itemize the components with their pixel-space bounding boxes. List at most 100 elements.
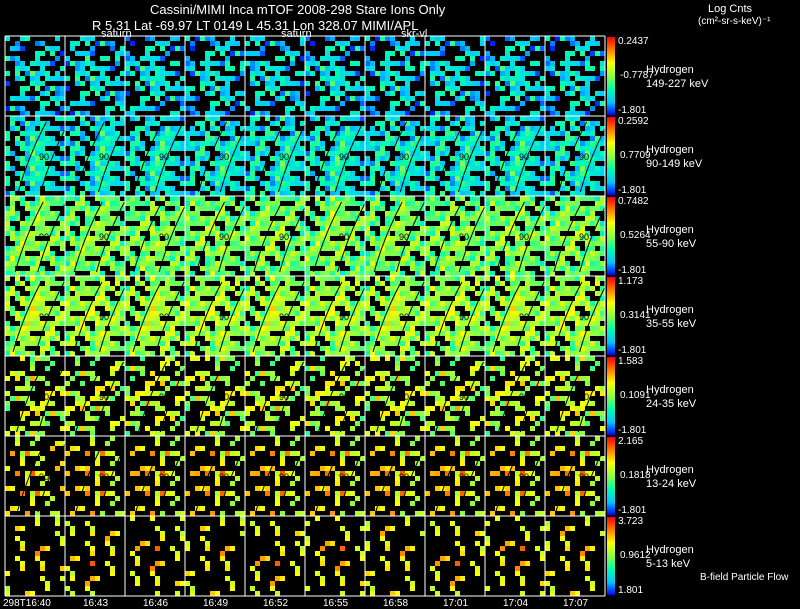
heatmap-cell [540,96,545,101]
heatmap-cell [85,326,90,331]
heatmap-cell [505,221,510,226]
heatmap-cell [415,216,420,221]
heatmap-cell [85,121,90,126]
heatmap-cell [65,191,70,196]
heatmap-cell [15,66,20,71]
heatmap-cell [145,286,150,291]
heatmap-cell [75,291,80,296]
heatmap-cell [455,141,460,146]
heatmap-cell [165,191,170,196]
heatmap-cell [250,116,255,121]
heatmap-cell [170,256,175,261]
heatmap-cell [95,301,100,306]
heatmap-cell [70,296,75,301]
heatmap-cell [325,336,330,341]
heatmap-cell [210,141,215,146]
heatmap-cell [470,256,475,261]
heatmap-cell [540,246,545,251]
heatmap-cell [300,296,305,301]
heatmap-cell [495,261,500,266]
heatmap-cell [285,121,290,126]
heatmap-cell [505,81,510,86]
heatmap-cell [305,181,310,186]
heatmap-cell [590,141,595,146]
heatmap-cell [75,261,80,266]
heatmap-cell [140,201,145,206]
heatmap-cell [500,161,505,166]
heatmap-cell [350,256,355,261]
heatmap-cell [430,126,435,131]
heatmap-cell [570,271,575,276]
heatmap-cell [10,326,15,331]
heatmap-cell [365,161,370,166]
heatmap-cell [345,211,350,216]
heatmap-cell [200,146,205,151]
heatmap-cell [195,331,200,336]
heatmap-cell [40,251,45,256]
heatmap-cell [275,291,280,296]
heatmap-cell [225,201,230,206]
heatmap-cell [415,281,420,286]
heatmap-cell [145,221,150,226]
heatmap-cell [250,271,255,276]
panel: 90 [65,116,127,196]
heatmap-cell [330,291,335,296]
heatmap-cell [315,66,320,71]
heatmap-cell [395,116,400,121]
heatmap-cell [510,231,515,236]
heatmap-cell [120,301,125,306]
heatmap-cell [495,216,500,221]
heatmap-cell [85,226,90,231]
heatmap-cell [495,231,500,236]
heatmap-cell [145,321,150,326]
heatmap-cell [20,346,25,351]
heatmap-cell [445,186,450,191]
heatmap-cell [255,66,260,71]
heatmap-cell [400,306,405,311]
heatmap-cell [275,56,280,61]
heatmap-cell [575,126,580,131]
heatmap-cell [310,146,315,151]
heatmap-cell [135,276,140,281]
heatmap-cell [555,226,560,231]
heatmap-cell [215,231,220,236]
heatmap-cell [450,241,455,246]
heatmap-cell [480,161,485,166]
heatmap-cell [235,216,240,221]
heatmap-cell [525,261,530,266]
heatmap-cell [260,336,265,341]
heatmap-cell [580,171,585,176]
heatmap-cell [225,101,230,106]
heatmap-cell [225,271,230,276]
heatmap-cell [395,221,400,226]
heatmap-cell [215,201,220,206]
field-line [133,121,163,193]
heatmap-cell [510,81,515,86]
heatmap-cell [150,271,155,276]
heatmap-cell [415,181,420,186]
heatmap-cell [200,221,205,226]
heatmap-cell [545,61,550,66]
heatmap-cell [80,191,85,196]
heatmap-cell [595,166,600,171]
heatmap-cell [500,86,505,91]
heatmap-cell [335,166,340,171]
heatmap-cell [90,221,95,226]
heatmap-cell [365,286,370,291]
panel: 90 [5,196,67,276]
heatmap-cell [565,76,570,81]
heatmap-cell [480,101,485,106]
heatmap-cell [230,261,235,266]
heatmap-cell [245,306,250,311]
heatmap-cell [265,226,270,231]
heatmap-cell [390,276,395,281]
heatmap-cell [600,231,605,236]
heatmap-cell [325,331,330,336]
heatmap-cell [440,286,445,291]
heatmap-cell [290,351,295,356]
heatmap-cell [25,151,30,156]
heatmap-cell [380,326,385,331]
heatmap-cell [190,146,195,151]
heatmap-cell [75,166,80,171]
heatmap-cell [215,61,220,66]
